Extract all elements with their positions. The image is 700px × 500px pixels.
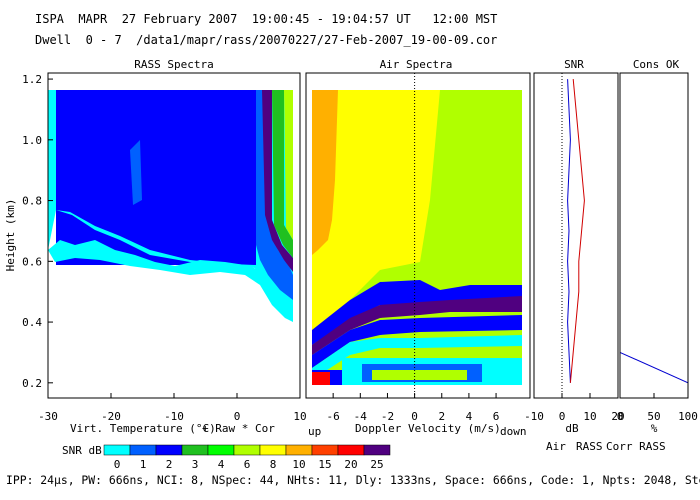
air-up-label: up xyxy=(308,425,321,438)
rass-green-band xyxy=(272,90,293,258)
colorbar-swatch xyxy=(285,444,313,456)
header-line-2: Dwell 0 - 7 /data1/mapr/rass/20070227/27… xyxy=(35,33,498,47)
air-bottom-yellow xyxy=(372,370,467,380)
rass-x-tick-label: 0 xyxy=(234,410,241,423)
air-orange-region xyxy=(312,90,338,255)
y-axis-label: Height (km) xyxy=(4,199,17,272)
rass-x-label: Virt. Temperature (°C) xyxy=(70,422,216,435)
snr-legend-2: RASS xyxy=(576,440,603,453)
y-tick-label: 0.4 xyxy=(22,316,42,329)
colorbar-tick-label: 4 xyxy=(218,458,225,471)
air-x-tick-label: 2 xyxy=(438,410,445,423)
rass-x-extra: + Raw * Cor xyxy=(202,422,275,435)
colorbar-tick-label: 8 xyxy=(270,458,277,471)
colorbar-tick-label: 6 xyxy=(244,458,251,471)
air-yellow-region xyxy=(312,90,440,330)
air-blue-band-2 xyxy=(312,315,522,368)
air-x-tick-label: -6 xyxy=(327,410,340,423)
y-tick-label: 0.8 xyxy=(22,195,42,208)
cons-x-tick-label: 50 xyxy=(647,410,660,423)
y-tick-label: 0.2 xyxy=(22,377,42,390)
snr-x-tick-label: 10 xyxy=(583,410,596,423)
colorbar-tick-label: 25 xyxy=(370,458,383,471)
air-x-tick-label: 6 xyxy=(493,410,500,423)
colorbar-swatch xyxy=(207,444,235,456)
air-purple-band xyxy=(312,296,522,355)
rass-streak xyxy=(130,140,142,205)
panel-title-2: Air Spectra xyxy=(380,58,453,71)
cons-x-tick-label: 0 xyxy=(617,410,624,423)
air-cyan-band xyxy=(312,335,522,380)
colorbar-tick-label: 15 xyxy=(318,458,331,471)
colorbar-tick-label: 3 xyxy=(192,458,199,471)
rass-strong-band xyxy=(262,90,293,272)
air-down-label: down xyxy=(500,425,527,438)
air-x-tick-label: -4 xyxy=(354,410,368,423)
colorbar-tick-label: 10 xyxy=(292,458,305,471)
colorbar-swatch xyxy=(363,444,391,456)
colorbar-swatch xyxy=(337,444,365,456)
footer-params: IPP: 24µs, PW: 666ns, NCI: 8, NSpec: 44,… xyxy=(6,473,700,487)
rass-x-tick-label: -10 xyxy=(164,410,184,423)
colorbar-swatch xyxy=(311,444,339,456)
rass-signal-core xyxy=(56,90,256,265)
panel-title-3: SNR xyxy=(564,58,584,71)
cons-ok-line xyxy=(619,351,689,384)
air-blue-band xyxy=(312,280,522,345)
rass-cyan-fringe xyxy=(48,240,293,322)
snr-legend-1: Air xyxy=(546,440,566,453)
colorbar-swatch xyxy=(129,444,157,456)
panel-frame-2 xyxy=(305,72,531,399)
snr-x-tick-label: 0 xyxy=(559,410,566,423)
cons-x-tick-label: 100 xyxy=(678,410,698,423)
air-bottom-red xyxy=(312,372,330,385)
colorbar-swatch xyxy=(259,444,287,456)
rass-low-snr-edge xyxy=(48,90,56,250)
colorbar-tick-label: 20 xyxy=(344,458,357,471)
snr-x-tick-label: 20 xyxy=(611,410,624,423)
air-x-label: Doppler Velocity (m/s) xyxy=(355,422,501,435)
rass-x-tick-label: -30 xyxy=(38,410,58,423)
air-x-tick-label: -2 xyxy=(381,410,394,423)
colorbar-swatch xyxy=(233,444,261,456)
colorbar-tick-label: 0 xyxy=(114,458,121,471)
colorbar-swatch xyxy=(103,444,131,456)
air-x-tick-label: 4 xyxy=(466,410,473,423)
panel-frame-4 xyxy=(619,72,689,399)
panel-title-4: Cons OK xyxy=(633,58,680,71)
y-tick-label: 1.0 xyxy=(22,134,42,147)
colorbar-tick-label: 1 xyxy=(140,458,147,471)
y-tick-label: 0.6 xyxy=(22,255,42,268)
snr-series-air xyxy=(567,79,571,383)
colorbar-label: SNR dB xyxy=(62,444,102,457)
cons-x-label: % xyxy=(651,422,658,435)
snr-x-label: dB xyxy=(565,422,579,435)
rass-yellow-band xyxy=(284,90,293,240)
panel-frame-3 xyxy=(533,72,619,399)
snr-series-rass xyxy=(569,79,585,383)
colorbar-swatch xyxy=(181,444,209,456)
snr-x-tick-label: -10 xyxy=(524,410,544,423)
colorbar-swatch xyxy=(155,444,183,456)
header-line-1: ISPA MAPR 27 February 2007 19:00:45 - 19… xyxy=(35,12,498,26)
rass-x-tick-label: 10 xyxy=(293,410,306,423)
snr-legend-3: Corr RASS xyxy=(606,440,666,453)
rass-x-tick-label: -20 xyxy=(101,410,121,423)
y-tick-label: 1.2 xyxy=(22,73,42,86)
air-x-tick-label: 0 xyxy=(411,410,418,423)
panel-title-1: RASS Spectra xyxy=(134,58,213,71)
colorbar-tick-label: 2 xyxy=(166,458,173,471)
